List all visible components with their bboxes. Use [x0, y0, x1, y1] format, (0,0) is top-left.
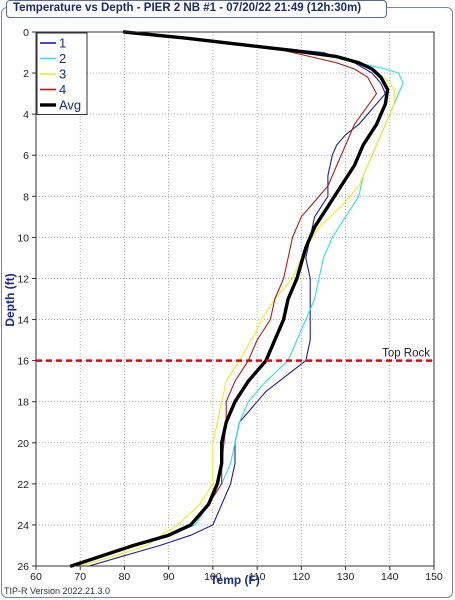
- x-tick-label: 130: [337, 571, 355, 583]
- x-tick-label: 150: [425, 571, 443, 583]
- y-tick-label: 8: [23, 191, 29, 203]
- series-line-avg: [69, 30, 390, 568]
- y-tick-label: 24: [17, 520, 29, 532]
- y-tick-label: 12: [17, 273, 29, 285]
- x-tick-label: 70: [74, 571, 86, 583]
- chart-title: Temperature vs Depth - PIER 2 NB #1 - 07…: [6, 0, 387, 18]
- x-tick-label: 90: [163, 571, 175, 583]
- y-tick-label: 16: [17, 356, 29, 368]
- legend-label-1: 1: [59, 36, 66, 51]
- y-axis-label: Depth (ft): [3, 273, 17, 326]
- y-tick-label: 20: [17, 438, 29, 450]
- y-tick-label: 26: [17, 561, 29, 573]
- x-tick-label: 80: [119, 571, 131, 583]
- series-line-1: [88, 31, 386, 567]
- y-tick-label: 4: [23, 109, 29, 121]
- legend-label-3: 3: [59, 67, 66, 82]
- legend-label-2: 2: [59, 51, 66, 66]
- y-tick-label: 0: [23, 27, 29, 39]
- y-tick-label: 10: [17, 232, 29, 244]
- x-tick-label: 110: [249, 571, 266, 583]
- x-tick-label: 140: [381, 571, 399, 583]
- y-tick-label: 22: [17, 479, 29, 491]
- x-tick-label: 100: [204, 571, 222, 583]
- legend-label-4: 4: [59, 82, 66, 97]
- plot-border: [35, 31, 435, 567]
- x-axis-label: Temp (F): [210, 573, 260, 587]
- y-tick-label: 6: [23, 150, 29, 162]
- version-label: TIP-R Version 2022.21.3.0: [4, 586, 111, 596]
- legend-label-avg: Avg: [59, 98, 81, 113]
- y-tick-label: 2: [23, 68, 29, 80]
- y-tick-label: 18: [17, 397, 29, 409]
- x-tick-label: 120: [293, 571, 311, 583]
- top-rock-label: Top Rock: [382, 348, 430, 360]
- y-tick-label: 14: [17, 315, 29, 327]
- plot-area: [36, 32, 434, 566]
- series-line-4: [70, 31, 378, 567]
- x-tick-label: 60: [30, 571, 42, 583]
